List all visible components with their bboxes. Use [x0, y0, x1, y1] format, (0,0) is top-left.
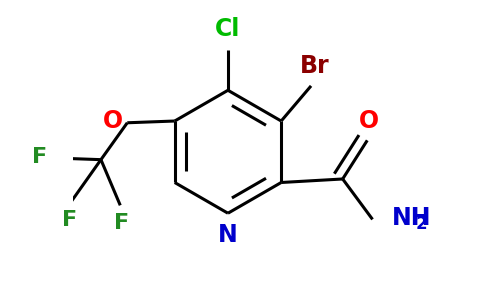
Text: F: F [114, 213, 130, 233]
Text: O: O [359, 109, 379, 133]
Text: N: N [218, 223, 238, 247]
Text: Br: Br [300, 54, 330, 78]
Text: O: O [103, 109, 123, 133]
Text: F: F [62, 209, 77, 230]
Text: F: F [32, 147, 47, 167]
Text: Cl: Cl [215, 17, 241, 41]
Text: NH: NH [392, 206, 431, 230]
Text: 2: 2 [416, 215, 427, 233]
